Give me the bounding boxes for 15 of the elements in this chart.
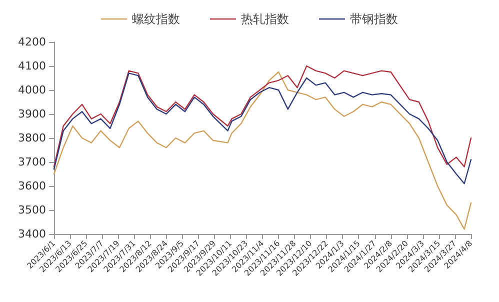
y-tick-label: 3700 xyxy=(18,156,46,168)
y-tick-label: 4100 xyxy=(18,60,46,72)
legend-label: 螺纹指数 xyxy=(132,12,180,26)
y-tick-label: 3600 xyxy=(18,180,46,192)
line-series xyxy=(53,72,472,184)
y-tick-label: 3400 xyxy=(18,228,46,240)
y-tick-label: 4000 xyxy=(18,84,46,96)
legend-label: 带钢指数 xyxy=(350,12,398,26)
y-tick-label: 4200 xyxy=(18,36,46,48)
y-tick-label: 3900 xyxy=(18,108,46,120)
y-tick-label: 3500 xyxy=(18,204,46,216)
line-series xyxy=(53,65,472,168)
y-tick-label: 3800 xyxy=(18,132,46,144)
line-series xyxy=(53,71,472,230)
legend-label: 热轧指数 xyxy=(241,12,289,26)
